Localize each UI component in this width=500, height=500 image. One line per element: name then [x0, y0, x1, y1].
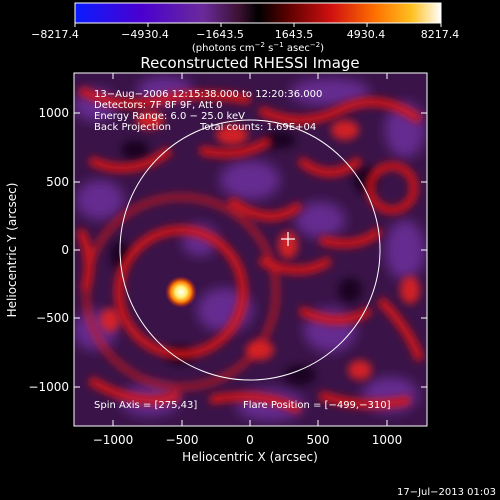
y-tick-label: 1000	[38, 106, 69, 120]
colorbar-tick-label: −4930.4	[121, 28, 169, 41]
rhessi-image	[74, 73, 427, 426]
colorbar-tick-label: 8217.4	[421, 28, 460, 41]
colorbar-gradient	[74, 2, 442, 24]
y-axis-label: Heliocentric Y (arcsec)	[5, 183, 19, 318]
colorbar-tick-label: −8217.4	[31, 28, 79, 41]
annotation-energy-range: Energy Range: 6.0 − 25.0 keV	[94, 111, 245, 122]
annotation-detectors: Detectors: 7F 8F 9F, Att 0	[94, 100, 222, 111]
colorbar-units: (photons cm−2 s−1 asec−2)	[192, 41, 324, 54]
spin-axis-marker	[281, 232, 295, 246]
flare-source	[165, 276, 197, 308]
x-tick-label: 1000	[372, 433, 403, 447]
y-tick-label: 0	[61, 243, 69, 257]
x-tick-label: −500	[166, 433, 199, 447]
colorbar-ticks	[74, 23, 442, 27]
annotation-method: Back Projection	[94, 122, 171, 133]
annotation-flare-position: Flare Position = [−499,−310]	[243, 400, 391, 411]
annotation-total-counts: Total counts: 1.69E+04	[199, 122, 316, 133]
colorbar-tick-label: 4930.4	[347, 28, 386, 41]
x-tick-label: −1000	[93, 433, 134, 447]
x-tick-label: 500	[307, 433, 330, 447]
colorbar: −8217.4 −4930.4 −1643.5 1643.5 4930.4 82…	[31, 2, 460, 54]
footer-timestamp: 17−Jul−2013 01:03	[397, 487, 496, 498]
x-axis-label: Heliocentric X (arcsec)	[182, 450, 318, 464]
annotation-time-range: 13−Aug−2006 12:15:38.000 to 12:20:36.000	[94, 89, 322, 100]
y-tick-label: −1000	[28, 380, 69, 394]
y-tick-label: −500	[36, 311, 69, 325]
x-tick-label: 0	[246, 433, 254, 447]
colorbar-tick-label: 1643.5	[275, 28, 314, 41]
y-tick-label: 500	[46, 175, 69, 189]
annotation-spin-axis: Spin Axis = [275,43]	[94, 400, 197, 411]
y-axis-ticks	[74, 112, 427, 388]
colorbar-tick-label: −1643.5	[196, 28, 244, 41]
x-axis-ticks	[112, 73, 388, 426]
solar-limb-circle	[119, 119, 381, 381]
plot-title: Reconstructed RHESSI Image	[140, 54, 359, 72]
